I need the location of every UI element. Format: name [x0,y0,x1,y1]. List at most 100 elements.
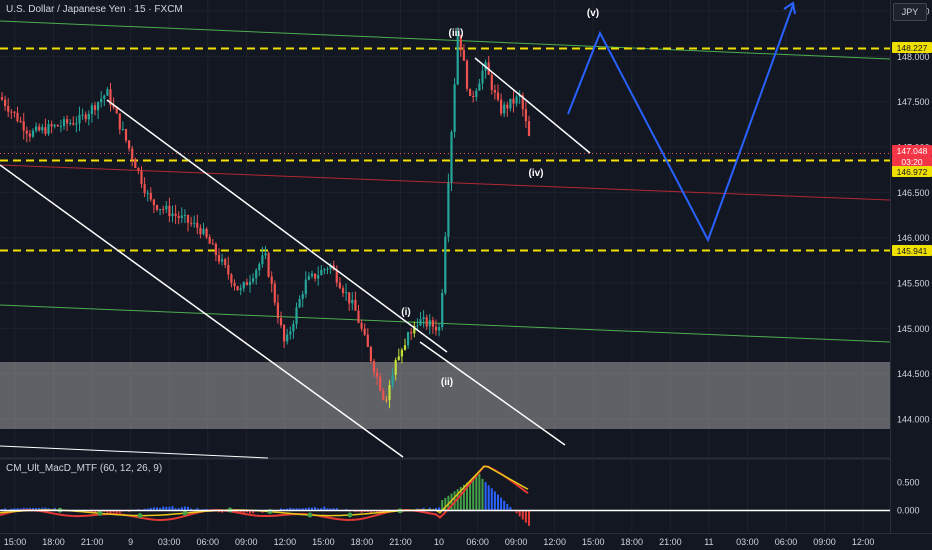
time-tick-label: 09:00 [235,537,258,547]
candle-body [274,284,276,303]
candle-body [392,375,394,385]
candle-body [134,159,136,168]
macd-histogram-bar [175,508,177,510]
macd-histogram-bar [497,495,499,510]
price-tick-label: 147.500 [897,97,930,107]
price-tick-label: 148.000 [897,52,930,62]
candle-body [299,299,301,307]
symbol-title: U.S. Dollar / Japanese Yen · 15 · FXCM [6,4,183,15]
currency-button[interactable]: JPY [893,3,927,21]
macd-histogram-bar [302,508,304,510]
candle-body [72,123,74,124]
wave-label-i: (i) [401,307,410,318]
wave-label-ii: (ii) [441,377,453,388]
macd-histogram-bar [491,488,493,510]
time-tick-label: 9 [128,537,133,547]
candle-body [1,97,3,100]
macd-histogram-bar [305,508,307,510]
candle-body [512,99,514,104]
candle-body [379,377,381,391]
candle-body [150,193,152,200]
candle-body [367,335,369,347]
candle-body [230,274,232,283]
candle-body [441,293,443,327]
macd-histogram-bar [181,507,183,510]
time-tick-label: 09:00 [505,537,528,547]
candle-body [348,292,350,303]
macd-histogram-bar [184,507,186,510]
candle-body [351,300,353,303]
candle-body [140,171,142,184]
candle-body [103,96,105,99]
candle-body [295,307,297,324]
macd-histogram-bar [525,510,527,523]
candle-body [450,132,452,182]
macd-histogram-bar [311,508,313,510]
macd-histogram-bar [522,510,524,520]
price-tick-label: 145.500 [897,279,930,289]
candle-body [159,209,161,210]
macd-cross-dot [348,512,353,517]
candle-body [178,216,180,218]
candle-body [202,229,204,234]
candle-body [271,277,273,284]
macd-histogram-bar [494,491,496,510]
candle-body [215,244,217,255]
candle-body [280,318,282,325]
candle-body [354,300,356,311]
candle-body [196,223,198,228]
macd-histogram-bar [178,508,180,510]
candle-body [26,131,28,134]
candle-body [426,317,428,326]
candle-body [314,274,316,279]
candle-body [57,125,59,126]
time-tick-label: 15:00 [4,537,27,547]
candle-body [373,361,375,372]
macd-histogram-bar [488,485,490,510]
candle-body [97,102,99,110]
candle-body [500,100,502,114]
candle-body [168,206,170,216]
macd-histogram-bar [162,507,164,510]
support-zone[interactable] [0,362,890,429]
candle-body [447,183,449,237]
candle-body [221,259,223,261]
candle-body [481,71,483,84]
price-tag-label: 148.227 [897,43,928,53]
candle-body [7,106,9,112]
price-axis[interactable]: 148.500148.000147.500147.000146.500146.0… [897,7,930,425]
candle-body [227,265,229,274]
time-tick-label: 10 [434,537,444,547]
candle-body [125,129,127,140]
macd-histogram-bar [320,508,322,510]
candle-body [388,385,390,400]
candle-body [475,91,477,97]
candle-body [429,320,431,326]
candle-body [60,126,62,127]
candle-body [78,115,80,123]
candle-body [503,105,505,114]
indicator-axis[interactable]: 0.500 0.000 [897,478,920,516]
time-axis[interactable]: 15:00 18:00 21:00 9 03:00 06:00 09:00 12:00 15:0… [4,537,875,547]
candle-body [94,105,96,110]
candle-body [23,121,25,130]
macd-histogram-bar [472,478,474,510]
macd-histogram-bar [475,476,477,510]
wave-label-v: (v) [587,8,599,19]
time-tick-label: 06:00 [775,537,798,547]
candle-body [106,89,108,95]
candle-body [29,134,31,137]
candle-body [423,317,425,319]
candle-body [16,113,18,121]
candle-body [88,114,90,119]
candle-body [218,255,220,262]
candle-body [398,356,400,360]
candle-body [199,228,201,234]
price-tick-label: 144.500 [897,369,930,379]
time-tick-label: 21:00 [81,537,104,547]
macd-histogram-bar [441,500,443,510]
time-tick-label: 12:00 [543,537,566,547]
candle-body [255,270,257,278]
candle-body [44,127,46,134]
candle-body [509,99,511,109]
